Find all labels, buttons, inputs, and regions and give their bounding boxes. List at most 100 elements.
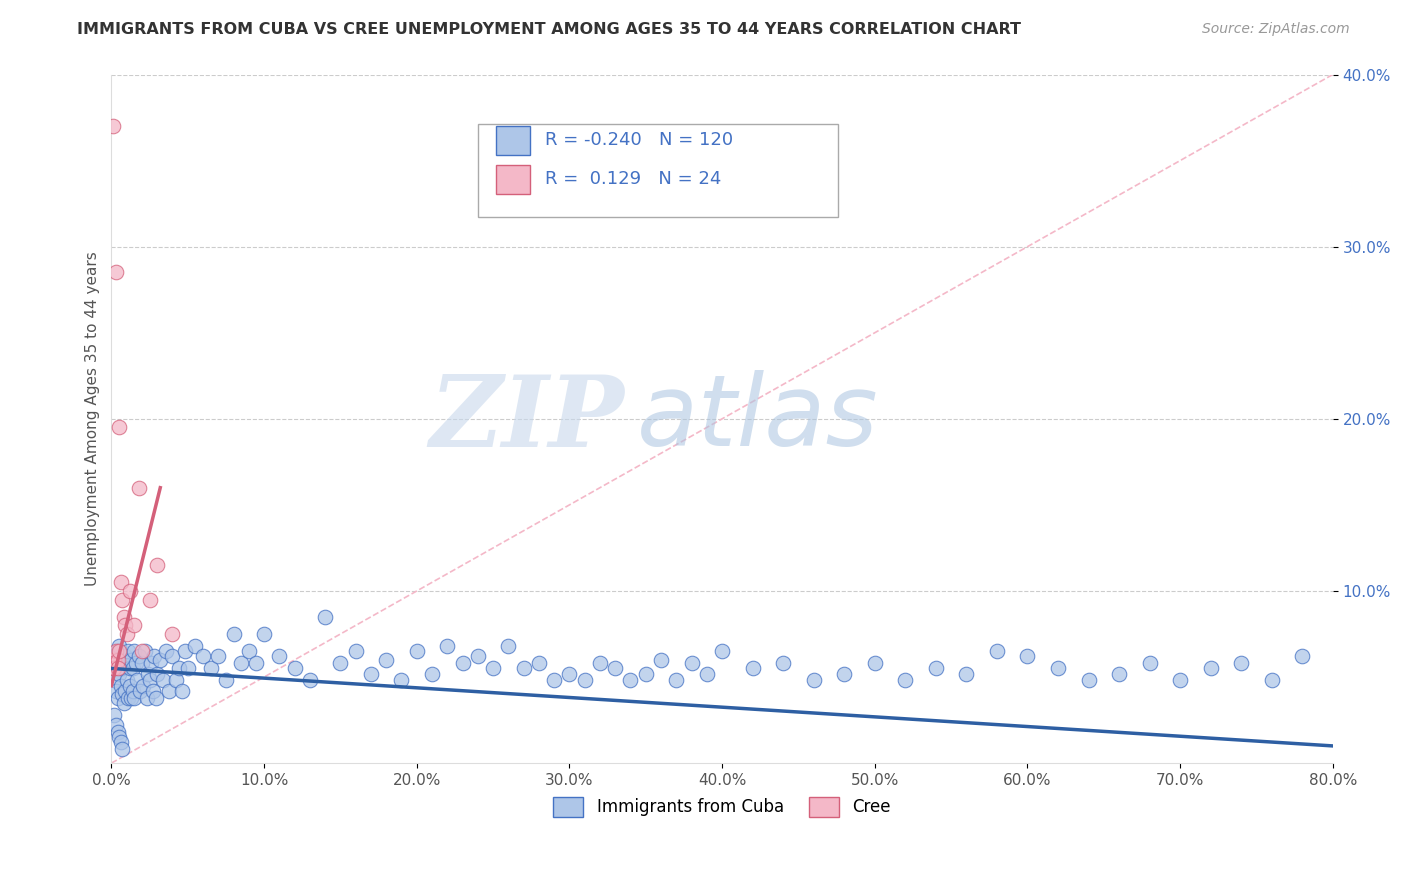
Point (108, 644, 131, 658)
Point (1108, 666, 1130, 681)
Point (118, 661, 141, 675)
Point (894, 673, 917, 688)
Point (284, 661, 307, 675)
Point (117, 690, 139, 705)
Point (107, 725, 129, 739)
Point (152, 673, 174, 688)
Point (117, 644, 139, 658)
Bar (478, 124, 838, 217)
Point (112, 657, 135, 671)
Point (451, 657, 474, 671)
Point (101, 649, 124, 664)
Point (222, 627, 245, 641)
Point (138, 592, 160, 607)
Point (1230, 657, 1253, 671)
Point (803, 673, 825, 688)
Text: IMMIGRANTS FROM CUBA VS CREE UNEMPLOYMENT AMONG AGES 35 TO 44 YEARS CORRELATION : IMMIGRANTS FROM CUBA VS CREE UNEMPLOYMEN… (77, 22, 1021, 37)
Point (207, 649, 229, 664)
Point (1139, 657, 1161, 671)
Point (1046, 661, 1069, 675)
Point (114, 683, 136, 698)
Point (114, 618, 136, 632)
Point (146, 666, 169, 681)
Point (231, 657, 253, 671)
Point (104, 718, 127, 732)
Point (124, 644, 146, 658)
Point (110, 575, 132, 590)
Point (360, 666, 382, 681)
Point (512, 661, 534, 675)
Point (120, 690, 142, 705)
Point (558, 666, 581, 681)
Point (104, 657, 127, 671)
Point (986, 644, 1008, 658)
Point (124, 618, 146, 632)
Point (107, 690, 129, 705)
Point (619, 673, 641, 688)
Point (124, 690, 146, 705)
Point (170, 683, 193, 698)
Point (101, 661, 124, 675)
Point (118, 679, 141, 693)
Point (115, 657, 138, 671)
Bar (496, 126, 530, 155)
Point (155, 644, 177, 658)
Point (329, 657, 352, 671)
Point (146, 558, 169, 573)
Point (103, 661, 125, 675)
Point (132, 679, 155, 693)
Point (162, 649, 184, 664)
Point (121, 661, 143, 675)
Point (120, 653, 142, 667)
Point (125, 657, 148, 671)
Point (314, 609, 336, 624)
Point (115, 627, 138, 641)
Point (110, 735, 132, 749)
Point (114, 649, 136, 664)
Point (741, 661, 763, 675)
Point (1077, 673, 1099, 688)
Point (269, 649, 291, 664)
Point (129, 683, 152, 698)
Point (1168, 673, 1191, 688)
Point (173, 644, 195, 658)
Point (138, 673, 160, 688)
Point (128, 481, 150, 495)
Point (136, 666, 159, 681)
Point (711, 644, 734, 658)
Point (131, 657, 153, 671)
Point (344, 644, 367, 658)
Point (1199, 661, 1222, 675)
Point (134, 644, 156, 658)
Point (1291, 649, 1313, 664)
Point (527, 657, 550, 671)
Point (103, 707, 125, 722)
Point (110, 653, 132, 667)
Point (103, 673, 125, 688)
Bar (496, 165, 530, 194)
Point (245, 657, 267, 671)
Point (143, 649, 166, 664)
Point (115, 673, 138, 688)
Point (574, 673, 596, 688)
Point (101, 653, 124, 667)
Point (543, 673, 565, 688)
Point (681, 657, 703, 671)
Point (1260, 673, 1282, 688)
Point (108, 639, 131, 653)
Point (108, 731, 131, 745)
Point (121, 683, 143, 698)
Point (111, 687, 134, 701)
Point (420, 666, 443, 681)
Point (101, 119, 124, 133)
Point (1017, 649, 1039, 664)
Point (111, 742, 134, 756)
Point (103, 653, 125, 667)
Point (111, 661, 134, 675)
Point (375, 653, 398, 667)
Point (184, 639, 207, 653)
Point (103, 653, 125, 667)
Point (107, 653, 129, 667)
Point (482, 661, 505, 675)
Point (107, 644, 129, 658)
